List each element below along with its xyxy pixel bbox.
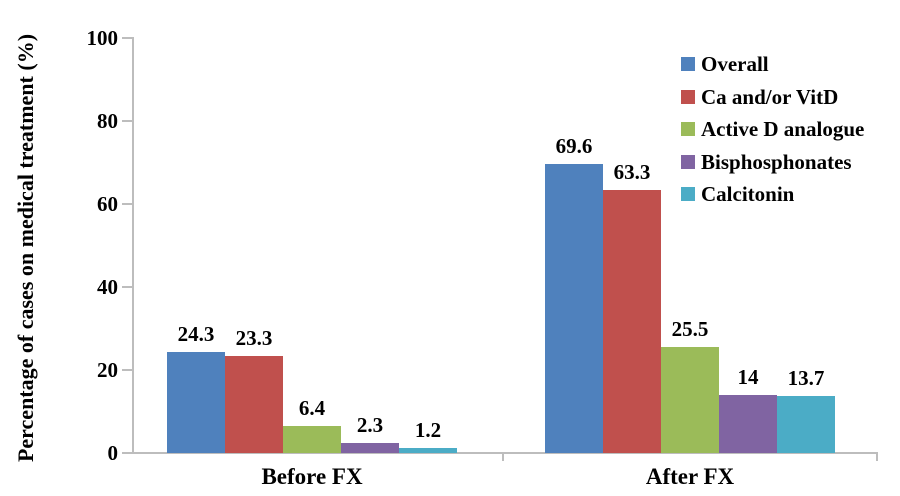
y-axis-line: [132, 37, 134, 454]
data-label: 2.3: [356, 413, 384, 437]
x-category-label: After FX: [645, 464, 735, 489]
legend-swatch-icon: [681, 122, 695, 136]
bar-active-d-analogue-after-fx: [661, 347, 719, 453]
y-tick-label: 0: [107, 441, 119, 465]
bar-bisphosphonates-before-fx: [341, 443, 399, 453]
legend-swatch-icon: [681, 155, 695, 169]
data-label: 14: [737, 365, 759, 389]
x-axis-line: [132, 452, 878, 454]
x-category-label: Before FX: [261, 464, 363, 489]
bar-ca-and-or-vitd-after-fx: [603, 190, 661, 453]
legend-swatch-icon: [681, 57, 695, 71]
data-label: 13.7: [787, 366, 825, 390]
y-axis-tick: [122, 369, 132, 371]
bar-overall-before-fx: [167, 352, 225, 453]
legend-item: Overall: [681, 52, 769, 76]
y-axis-tick: [122, 203, 132, 205]
legend-item: Active D analogue: [681, 117, 864, 141]
x-axis-tick: [876, 453, 878, 461]
bar-bisphosphonates-after-fx: [719, 395, 777, 453]
data-label: 6.4: [298, 396, 326, 420]
data-label: 24.3: [177, 322, 215, 346]
y-axis-tick: [122, 120, 132, 122]
legend-label: Ca and/or VitD: [701, 84, 839, 109]
y-axis-tick: [122, 452, 132, 454]
bar-calcitonin-after-fx: [777, 396, 835, 453]
data-label: 69.6: [555, 134, 593, 158]
y-tick-label: 20: [97, 358, 118, 382]
legend-item: Bisphosphonates: [681, 150, 852, 174]
y-axis-title: Percentage of cases on medical treatment…: [13, 33, 38, 463]
data-label: 63.3: [613, 160, 651, 184]
data-label: 1.2: [414, 418, 442, 442]
legend-label: Active D analogue: [701, 116, 865, 141]
x-axis-tick: [502, 453, 504, 461]
bar-ca-and-or-vitd-before-fx: [225, 356, 283, 453]
bar-active-d-analogue-before-fx: [283, 426, 341, 453]
legend-label: Bisphosphonates: [701, 149, 852, 174]
legend-swatch-icon: [681, 90, 695, 104]
legend-label: Calcitonin: [701, 181, 795, 206]
y-axis-tick: [122, 37, 132, 39]
bar-overall-after-fx: [545, 164, 603, 453]
data-label: 23.3: [235, 326, 273, 350]
y-tick-label: 100: [86, 26, 119, 50]
legend-swatch-icon: [681, 187, 695, 201]
data-label: 25.5: [671, 317, 709, 341]
legend-item: Calcitonin: [681, 182, 794, 206]
y-axis-tick: [122, 286, 132, 288]
legend-label: Overall: [701, 51, 769, 76]
y-tick-label: 40: [97, 275, 118, 299]
y-tick-label: 80: [97, 109, 118, 133]
bar-calcitonin-before-fx: [399, 448, 457, 453]
y-tick-label: 60: [97, 192, 118, 216]
legend-item: Ca and/or VitD: [681, 85, 838, 109]
